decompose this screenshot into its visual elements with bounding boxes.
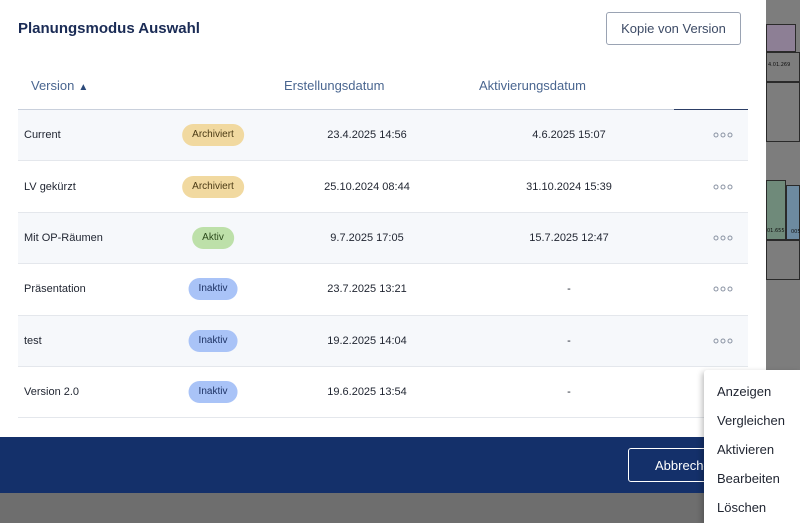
row-name: Version 2.0 bbox=[24, 386, 80, 399]
row-created: 19.6.2025 13:54 bbox=[327, 386, 407, 399]
more-horizontal-icon[interactable] bbox=[713, 235, 733, 241]
status-badge: Inaktiv bbox=[188, 329, 238, 352]
menu-item-bearbeiten[interactable]: Bearbeiten bbox=[717, 471, 780, 486]
table-header: Version ▲ Erstellungsdatum Aktivierungsda… bbox=[18, 62, 748, 110]
menu-item-anzeigen[interactable]: Anzeigen bbox=[717, 384, 772, 399]
status-badge: Aktiv bbox=[192, 226, 234, 249]
row-activated: 15.7.2025 12:47 bbox=[529, 231, 609, 244]
status-badge: Archiviert bbox=[182, 124, 244, 147]
row-created: 19.2.2025 14:04 bbox=[327, 334, 407, 347]
status-badge: Archiviert bbox=[182, 175, 244, 198]
header-actions-underline bbox=[674, 109, 748, 110]
menu-item-vergleichen[interactable]: Vergleichen bbox=[717, 413, 785, 428]
status-badge: Inaktiv bbox=[188, 381, 238, 404]
row-created: 25.10.2024 08:44 bbox=[324, 180, 410, 193]
row-name: Current bbox=[24, 129, 61, 142]
row-created: 23.7.2025 13:21 bbox=[327, 283, 407, 296]
sort-ascending-icon: ▲ bbox=[78, 82, 89, 93]
table-row[interactable]: test Inaktiv 19.2.2025 14:04 - bbox=[18, 315, 748, 367]
header-created[interactable]: Erstellungsdatum bbox=[284, 78, 385, 93]
plan-label: 01.655 bbox=[767, 228, 785, 234]
row-created: 23.4.2025 14:56 bbox=[327, 129, 407, 142]
row-activated: 31.10.2024 15:39 bbox=[526, 180, 612, 193]
plan-room bbox=[766, 240, 800, 280]
copy-version-button[interactable]: Kopie von Version bbox=[606, 12, 741, 45]
table-row[interactable]: Mit OP-Räumen Aktiv 9.7.2025 17:05 15.7.… bbox=[18, 212, 748, 265]
header-version[interactable]: Version ▲ bbox=[31, 78, 88, 93]
plan-label: 4.01.269 bbox=[768, 62, 791, 68]
plan-label: 005 bbox=[791, 229, 800, 235]
plan-room bbox=[766, 180, 786, 240]
row-activated: - bbox=[567, 386, 571, 399]
header-activated[interactable]: Aktivierungsdatum bbox=[479, 78, 586, 93]
row-activated: - bbox=[567, 334, 571, 347]
more-horizontal-icon[interactable] bbox=[713, 132, 733, 138]
table-row[interactable]: LV gekürzt Archiviert 25.10.2024 08:44 3… bbox=[18, 161, 748, 213]
row-activated: - bbox=[567, 283, 571, 296]
backdrop-overlay bbox=[0, 493, 766, 523]
status-badge: Inaktiv bbox=[188, 278, 238, 301]
row-name: Mit OP-Räumen bbox=[24, 231, 103, 244]
row-context-menu: Anzeigen Vergleichen Aktivieren Bearbeit… bbox=[704, 370, 800, 523]
header-version-label: Version bbox=[31, 78, 75, 93]
planning-mode-modal: Planungsmodus Auswahl Kopie von Version … bbox=[0, 0, 766, 493]
row-name: test bbox=[24, 334, 42, 347]
table-row[interactable]: Präsentation Inaktiv 23.7.2025 13:21 - bbox=[18, 264, 748, 316]
more-horizontal-icon[interactable] bbox=[713, 184, 733, 190]
row-created: 9.7.2025 17:05 bbox=[330, 231, 404, 244]
table-row[interactable]: Current Archiviert 23.4.2025 14:56 4.6.2… bbox=[18, 110, 748, 162]
row-name: Präsentation bbox=[24, 283, 86, 296]
menu-item-aktivieren[interactable]: Aktivieren bbox=[717, 442, 775, 457]
modal-footer: Abbrechen bbox=[0, 437, 766, 493]
plan-room bbox=[766, 24, 796, 52]
versions-table: Version ▲ Erstellungsdatum Aktivierungsda… bbox=[18, 62, 748, 419]
plan-room bbox=[766, 82, 800, 142]
table-row[interactable]: Version 2.0 Inaktiv 19.6.2025 13:54 - bbox=[18, 367, 748, 419]
more-horizontal-icon[interactable] bbox=[713, 338, 733, 344]
modal-title: Planungsmodus Auswahl bbox=[18, 20, 200, 37]
row-activated: 4.6.2025 15:07 bbox=[532, 129, 606, 142]
row-name: LV gekürzt bbox=[24, 180, 76, 193]
menu-item-loeschen[interactable]: Löschen bbox=[717, 500, 767, 515]
more-horizontal-icon[interactable] bbox=[713, 286, 733, 292]
